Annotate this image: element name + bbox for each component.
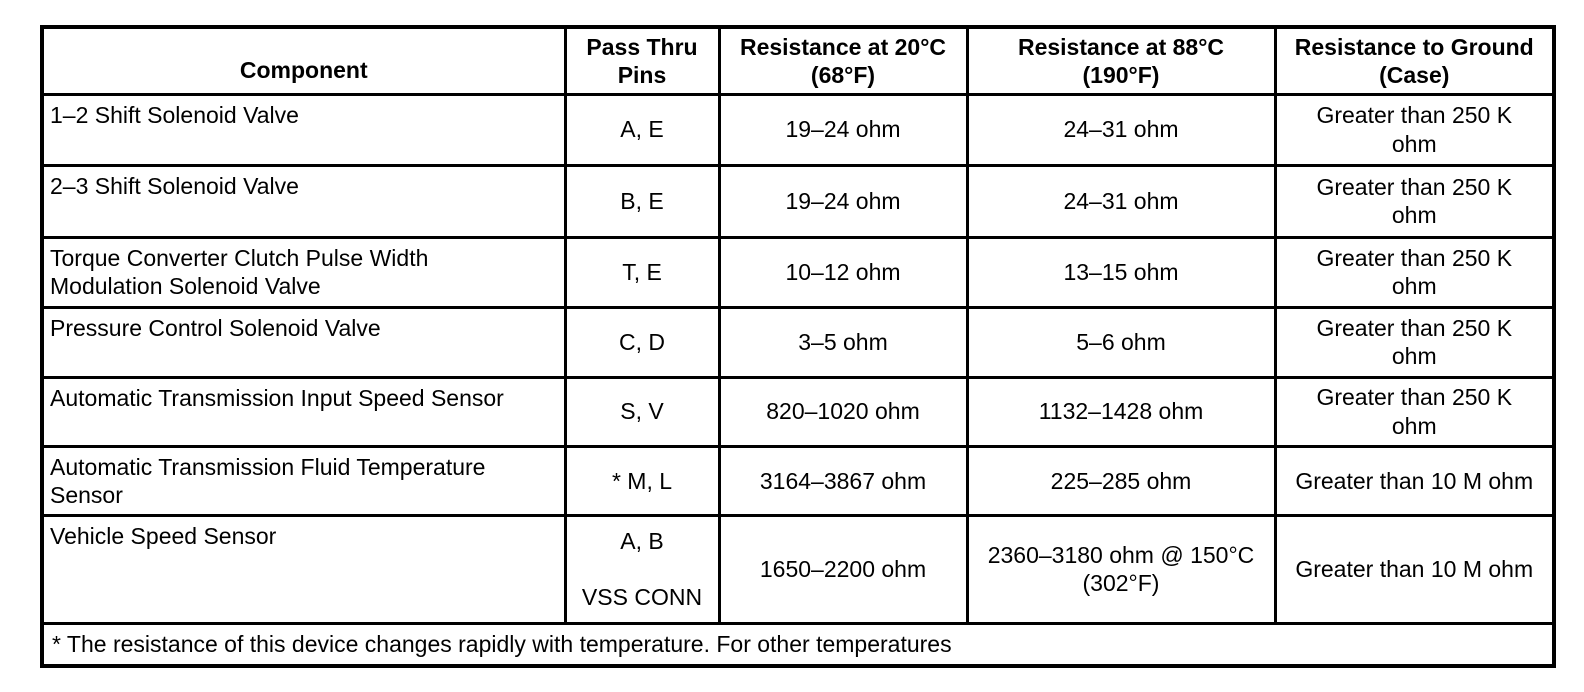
resistance-spec-table: Component Pass Thru Pins Resistance at 2… [40, 25, 1556, 669]
cell-resistance-20c: 3–5 ohm [717, 305, 969, 379]
cell-resistance-88c: 1132–1428 ohm [965, 375, 1277, 448]
cell-resistance-88c: 24–31 ohm [965, 92, 1277, 167]
cell-resistance-88c: 2360–3180 ohm @ 150°C (302°F) [965, 513, 1277, 625]
cell-pass-thru-pins: B, E [563, 163, 721, 239]
cell-pass-thru-pins: C, D [563, 305, 721, 379]
column-header-component: Component [40, 25, 567, 96]
cell-resistance-to-ground: Greater than 10 M ohm [1273, 513, 1556, 625]
cell-resistance-88c: 5–6 ohm [965, 305, 1277, 379]
cell-resistance-to-ground: Greater than 250 K ohm [1273, 375, 1556, 448]
cell-resistance-to-ground: Greater than 250 K ohm [1273, 163, 1556, 239]
column-header-resistance-88c: Resistance at 88°C (190°F) [965, 25, 1277, 96]
cell-resistance-88c: 225–285 ohm [965, 444, 1277, 517]
header-row: Component Pass Thru Pins Resistance at 2… [40, 25, 1556, 96]
table-row: Pressure Control Solenoid Valve C, D 3–5… [40, 305, 1556, 379]
cell-resistance-to-ground: Greater than 10 M ohm [1273, 444, 1556, 517]
cell-resistance-to-ground: Greater than 250 K ohm [1273, 305, 1556, 379]
cell-component: Automatic Transmission Fluid Temperature… [40, 444, 567, 517]
cell-pass-thru-pins: A, E [563, 92, 721, 167]
cell-component: Vehicle Speed Sensor [40, 513, 567, 625]
cell-component: 2–3 Shift Solenoid Valve [40, 163, 567, 239]
cell-resistance-to-ground: Greater than 250 K ohm [1273, 92, 1556, 167]
table-row: Automatic Transmission Input Speed Senso… [40, 375, 1556, 448]
cell-resistance-88c: 13–15 ohm [965, 235, 1277, 309]
cell-component: 1–2 Shift Solenoid Valve [40, 92, 567, 167]
cell-pass-thru-pins: * M, L [563, 444, 721, 517]
cell-component: Automatic Transmission Input Speed Senso… [40, 375, 567, 448]
cell-resistance-to-ground: Greater than 250 K ohm [1273, 235, 1556, 309]
cell-pass-thru-pins: S, V [563, 375, 721, 448]
cell-resistance-20c: 1650–2200 ohm [717, 513, 969, 625]
table-row: Automatic Transmission Fluid Temperature… [40, 444, 1556, 517]
column-header-pass-thru-pins: Pass Thru Pins [563, 25, 721, 96]
cell-resistance-20c: 19–24 ohm [717, 163, 969, 239]
table-row: Torque Converter Clutch Pulse Width Modu… [40, 235, 1556, 309]
cell-resistance-20c: 3164–3867 ohm [717, 444, 969, 517]
cell-component: Torque Converter Clutch Pulse Width Modu… [40, 235, 567, 309]
footnote-row: * The resistance of this device changes … [40, 621, 1556, 668]
table-row: Vehicle Speed Sensor A, B VSS CONN 1650–… [40, 513, 1556, 625]
cell-component: Pressure Control Solenoid Valve [40, 305, 567, 379]
table-row: 2–3 Shift Solenoid Valve B, E 19–24 ohm … [40, 163, 1556, 239]
cell-resistance-88c: 24–31 ohm [965, 163, 1277, 239]
cell-pass-thru-pins: T, E [563, 235, 721, 309]
table-footnote: * The resistance of this device changes … [40, 621, 1556, 668]
column-header-resistance-20c: Resistance at 20°C (68°F) [717, 25, 969, 96]
cell-resistance-20c: 19–24 ohm [717, 92, 969, 167]
cell-resistance-20c: 820–1020 ohm [717, 375, 969, 448]
cell-pass-thru-pins: A, B VSS CONN [563, 513, 721, 625]
column-header-resistance-to-ground: Resistance to Ground (Case) [1273, 25, 1556, 96]
table-row: 1–2 Shift Solenoid Valve A, E 19–24 ohm … [40, 92, 1556, 167]
cell-resistance-20c: 10–12 ohm [717, 235, 969, 309]
